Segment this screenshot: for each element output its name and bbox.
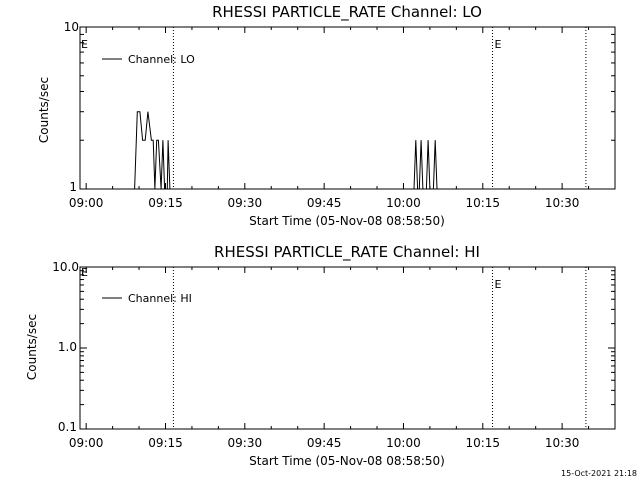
lo-plot-frame	[79, 26, 616, 190]
hi-legend-label: Channel: HI	[128, 292, 192, 305]
hi-marker-label-1: E	[494, 278, 501, 291]
hi-ytick-label-mid: 1.0	[58, 340, 77, 354]
hi-xtick-label-4: 10:00	[386, 436, 421, 450]
lo-ytick-label-bottom: 1	[69, 180, 77, 194]
lo-marker-label-1: E	[494, 38, 501, 51]
lo-title: RHESSI PARTICLE_RATE Channel: LO	[212, 3, 482, 22]
hi-ylabel: Counts/sec	[25, 314, 39, 380]
hi-xtick-label-6: 10:30	[545, 436, 580, 450]
hi-x-axis-ticks: 09:00 09:15 09:30 09:45 10:00 10:15 10:30	[69, 266, 616, 450]
hi-xlabel: Start Time (05-Nov-08 08:58:50)	[249, 454, 445, 468]
hi-ytick-label-bottom: 0.1	[58, 420, 77, 434]
lo-time-markers: E	[172, 27, 587, 189]
lo-xtick-label-1: 09:15	[148, 196, 183, 210]
panel-hi: RHESSI PARTICLE_RATE Channel: HI Counts/…	[25, 243, 616, 468]
lo-xtick-label-0: 09:00	[69, 196, 104, 210]
hi-xtick-label-1: 09:15	[148, 436, 183, 450]
hi-ytick-label-top: 10.0	[52, 260, 79, 274]
panel-lo: RHESSI PARTICLE_RATE Channel: LO Counts/…	[37, 3, 616, 228]
hi-xtick-label-3: 09:45	[307, 436, 342, 450]
lo-ylabel: Counts/sec	[37, 77, 51, 143]
hi-xtick-label-0: 09:00	[69, 436, 104, 450]
lo-x-axis-ticks: 09:00 09:15 09:30 09:45 10:00 10:15 10:30	[69, 26, 616, 210]
hi-xtick-label-2: 09:30	[228, 436, 263, 450]
lo-legend-label: Channel: LO	[128, 53, 195, 66]
lo-xtick-label-6: 10:30	[545, 196, 580, 210]
lo-start-marker-label: E	[81, 38, 88, 51]
hi-xtick-label-5: 10:15	[465, 436, 500, 450]
lo-xlabel: Start Time (05-Nov-08 08:58:50)	[249, 214, 445, 228]
hi-time-markers: E	[172, 267, 587, 429]
lo-xtick-label-3: 09:45	[307, 196, 342, 210]
footer-timestamp: 15-Oct-2021 21:18	[561, 469, 637, 478]
lo-ytick-label-top: 10	[64, 20, 79, 34]
hi-start-marker-label: E	[81, 266, 88, 279]
hi-plot-frame	[79, 266, 616, 430]
lo-xtick-label-2: 09:30	[228, 196, 263, 210]
lo-xtick-label-4: 10:00	[386, 196, 421, 210]
lo-xtick-label-5: 10:15	[465, 196, 500, 210]
hi-title: RHESSI PARTICLE_RATE Channel: HI	[214, 243, 480, 262]
